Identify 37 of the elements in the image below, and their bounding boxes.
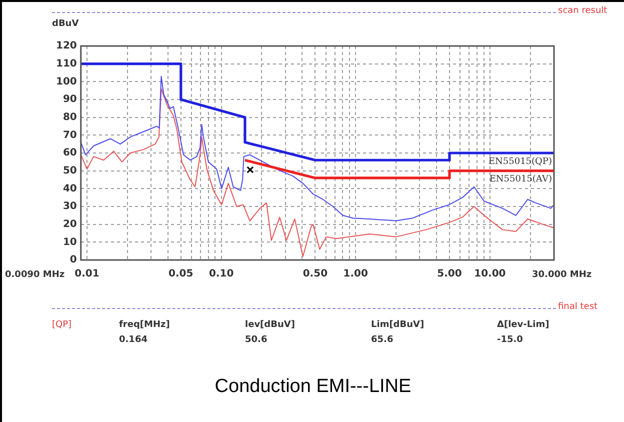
text: 65.6 [371, 335, 394, 345]
text: 0.0090 MHz [5, 270, 65, 280]
x-tick-label: 0.10 [208, 268, 234, 280]
y-tick-label: 70 [62, 130, 77, 141]
text: 0.164 [119, 335, 148, 345]
x-tick-label: 0.05 [168, 268, 194, 280]
x-tick-label: 0.01 [74, 268, 100, 280]
text: freq[MHz] [119, 320, 170, 330]
x-tick-label: 0.50 [302, 268, 328, 280]
series-label: EN55015(AV) [489, 174, 552, 185]
y-axis-title: dBuV [52, 19, 79, 29]
x-tick-label: 1.00 [343, 268, 368, 280]
text: 30.000 MHz [532, 270, 592, 280]
text: Conduction EMI---LINE [214, 376, 412, 398]
y-tick-label: 10 [62, 236, 77, 248]
x-tick-label: 5.00 [437, 268, 462, 280]
text: Lim[dBuV] [371, 320, 424, 330]
y-tick-label: 110 [56, 58, 77, 70]
y-tick-label: 60 [62, 148, 77, 159]
y-tick-label: 100 [56, 76, 77, 88]
y-tick-label: 30 [62, 201, 77, 212]
text: scan result [558, 6, 608, 16]
y-tick-label: 0 [70, 254, 77, 266]
text: Δ[lev-Lim] [497, 320, 550, 330]
text: final test [558, 302, 598, 312]
series-label: EN55015(QP) [488, 156, 552, 167]
x-tick-label: 10.00 [474, 268, 506, 280]
y-tick-label: 40 [62, 183, 77, 194]
text: lev[dBuV] [245, 320, 295, 330]
text: [QP] [52, 320, 72, 330]
y-tick-label: 50 [62, 165, 77, 176]
y-tick-label: 90 [62, 94, 77, 106]
text: 50.6 [245, 335, 268, 345]
y-tick-label: 120 [56, 40, 77, 52]
text: -15.0 [497, 335, 523, 345]
y-tick-label: 20 [62, 218, 77, 230]
y-tick-label: 80 [62, 112, 77, 123]
